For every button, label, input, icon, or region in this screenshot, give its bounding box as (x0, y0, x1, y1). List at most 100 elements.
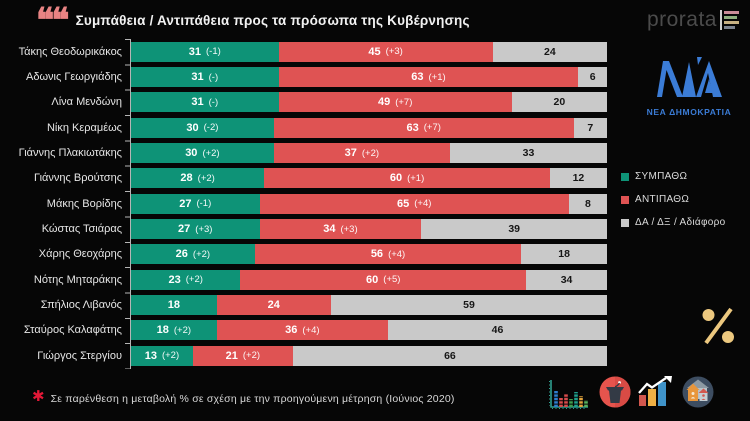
bar-track: 18 24 59 (131, 295, 607, 316)
antipathy-bar-value: 37 (344, 147, 357, 160)
sympathy-bar: 18 (131, 295, 217, 316)
antipathy-change: (+1) (407, 172, 425, 184)
antipathy-bar: 49 (+7) (278, 92, 512, 113)
footnote: ✱ Σε παρένθεση η μεταβολή % σε σχέση με … (32, 389, 455, 405)
legend-label: ΣΥΜΠΑΘΩ (635, 171, 688, 182)
bar-track: 13 (+2) 21 (+2) 66 (131, 345, 607, 366)
politician-name: Τάκης Θεοδωρικάκος (18, 45, 122, 58)
bar-track: 18 (+2) 36 (+4) 46 (131, 320, 607, 341)
chart-row: Νίκη Κεραμέως 30 (-2) 63 (+7) 7 (6, 115, 607, 140)
chart: Τάκης Θεοδωρικάκος 31 (-1) 45 (+3) 24 Αδωνις Γ… (6, 39, 607, 368)
sympathy-change: (+2) (192, 248, 211, 260)
antipathy-change: (+7) (423, 122, 441, 134)
sympathy-change: (+2) (173, 324, 192, 336)
sympathy-bar-value: 27 (179, 197, 192, 210)
neutral-bar: 46 (388, 320, 607, 341)
neutral-bar-value: 59 (463, 299, 475, 312)
legend-item-antipathize: ΑΝΤΙΠΑΘΩ (621, 194, 725, 205)
neutral-bar-value: 46 (491, 324, 504, 337)
neutral-bar-value: 66 (444, 349, 456, 362)
antipathy-bar-value: 60 (366, 273, 379, 286)
antipathy-bar: 37 (+2) (273, 143, 450, 164)
sympathy-bar: 13 (+2) (131, 345, 193, 366)
antipathy-bar-value: 63 (406, 121, 419, 134)
antipathy-bar-value: 60 (389, 172, 403, 185)
chart-row: Τάκης Θεοδωρικάκος 31 (-1) 45 (+3) 24 (6, 39, 607, 64)
bar-track: 31 (-) 49 (+7) 20 (131, 92, 607, 113)
antipathy-change: (+3) (340, 223, 358, 235)
sympathy-change: (-2) (203, 122, 219, 134)
chart-row: Γιάννης Βρούτσης 28 (+2) 60 (+1) 12 (6, 166, 607, 191)
antipathy-bar: 24 (216, 295, 331, 316)
antipathy-change: (+4) (388, 248, 406, 260)
sympathy-bar-value: 31 (188, 45, 201, 58)
sympathy-change: (+2) (161, 350, 180, 362)
antipathy-change: (+7) (395, 96, 413, 108)
equalizer-bar-chart-icon (549, 380, 588, 409)
neutral-bar: 8 (568, 193, 607, 214)
chart-row: Λίνα Μενδώνη 31 (-) 49 (+7) 20 (6, 90, 607, 115)
sympathy-change: (-1) (206, 46, 221, 58)
sympathy-bar: 31 (-) (131, 67, 279, 88)
footnote-text: Σε παρένθεση η μεταβολή % σε σχέση με τη… (50, 393, 455, 405)
legend: ΣΥΜΠΑΘΩ ΑΝΤΙΠΑΘΩ ΔΑ / ΔΞ / Αδιάφορο (621, 171, 725, 240)
sympathy-bar-value: 18 (156, 324, 169, 337)
bar-track: 23 (+2) 60 (+5) 34 (131, 269, 607, 290)
antipathy-bar-value: 65 (397, 197, 410, 210)
chart-row: Μάκης Βορίδης 27 (-1) 65 (+4) 8 (6, 191, 607, 216)
podium-icon (599, 376, 631, 408)
antipathy-bar: 63 (+1) (278, 67, 579, 88)
antipathy-bar-value: 56 (370, 248, 384, 261)
sympathy-change: (-) (208, 96, 219, 108)
antipathy-change: (+4) (414, 198, 432, 210)
sympathy-bar: 31 (-1) (131, 41, 279, 62)
sympathy-bar-value: 23 (168, 273, 181, 286)
antipathy-bar: 36 (+4) (216, 320, 389, 341)
sympathy-change: (+2) (202, 147, 220, 159)
chart-row: Κώστας Τσιάρας 27 (+3) 34 (+3) 39 (6, 216, 607, 241)
sympathy-bar: 18 (+2) (131, 320, 217, 341)
sympathy-bar: 26 (+2) (131, 244, 255, 265)
politician-name: Νότης Μηταράκης (33, 273, 122, 286)
antipathy-change: (+2) (361, 147, 380, 159)
neutral-bar: 24 (492, 41, 607, 62)
neutral-bar: 20 (511, 92, 607, 113)
neutral-bar: 34 (526, 269, 607, 290)
neutral-bar: 7 (573, 117, 607, 138)
sympathy-bar: 30 (+2) (131, 143, 274, 164)
antipathy-bar-value: 34 (323, 223, 336, 236)
houses-icon (682, 376, 714, 408)
neutral-swatch (621, 218, 629, 227)
chart-row: Γιώργος Στεργίου 13 (+2) 21 (+2) 66 (6, 343, 607, 368)
neutral-bar: 33 (449, 143, 607, 164)
page-title: Συμπάθεια / Αντιπάθεια προς τα πρόσωπα τ… (75, 13, 470, 28)
sympathy-change: (+2) (185, 274, 203, 286)
neutral-bar-value: 8 (585, 197, 591, 210)
legend-item-sympathize: ΣΥΜΠΑΘΩ (621, 171, 725, 182)
asterisk-icon: ✱ (32, 388, 45, 405)
chart-row: Σπήλιος Λιβανός 18 24 59 (6, 292, 607, 317)
politician-name: Σπήλιος Λιβανός (40, 299, 122, 312)
politician-name: Γιώργος Στεργίου (37, 349, 122, 362)
antipathy-bar: 56 (+4) (254, 244, 522, 265)
antipathize-swatch (621, 195, 629, 204)
neutral-bar-value: 12 (572, 172, 585, 185)
trending-up-bars-icon (638, 376, 672, 406)
nea-dimokratia-mark-icon (657, 57, 722, 97)
neutral-bar: 39 (421, 219, 607, 240)
opening-quotes-icon: ❝❝ (36, 2, 70, 40)
neutral-bar-value: 24 (544, 45, 556, 58)
politician-name: Νίκη Κεραμέως (46, 121, 122, 134)
sympathy-bar-value: 13 (144, 349, 157, 362)
bar-track: 28 (+2) 60 (+1) 12 (131, 168, 607, 189)
antipathy-bar: 63 (+7) (273, 117, 574, 138)
politician-name: Κώστας Τσιάρας (41, 223, 122, 236)
neutral-bar-value: 7 (587, 121, 594, 134)
politician-name: Γιάννης Πλακιωτάκης (18, 147, 122, 160)
prorata-wordmark: prorata (646, 8, 717, 31)
sympathy-change: (-1) (196, 198, 212, 210)
chart-row: Σταύρος Καλαφάτης 18 (+2) 36 (+4) 46 (6, 318, 607, 343)
antipathy-bar-value: 45 (368, 45, 381, 58)
antipathy-change: (+3) (385, 46, 403, 58)
